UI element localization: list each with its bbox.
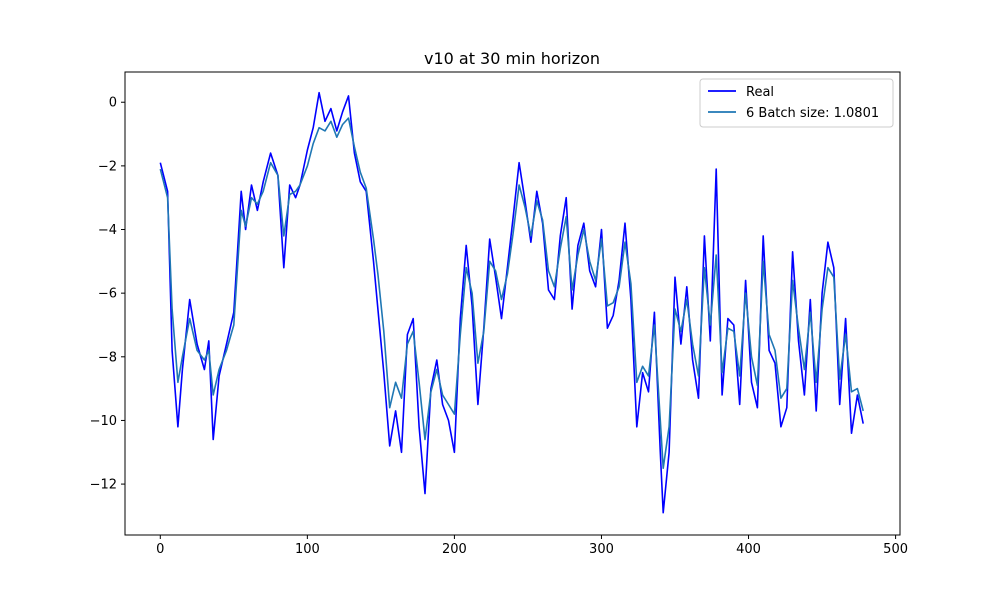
series-line-predicted (159, 117, 864, 470)
y-tick-label: −12 (90, 478, 117, 493)
legend-label-predicted: 6 Batch size: 1.0801 (746, 106, 879, 121)
plot-frame (124, 71, 901, 536)
y-tick-label: 0 (109, 96, 117, 111)
chart-title: v10 at 30 min horizon (424, 49, 600, 68)
series-layer (159, 91, 864, 514)
x-tick-label: 400 (736, 542, 761, 557)
legend: Real 6 Batch size: 1.0801 (699, 78, 894, 128)
x-tick-label: 100 (295, 542, 320, 557)
y-tick-label: −6 (98, 287, 117, 302)
y-axis: 0 −2 −4 −6 −8 −10 −12 (90, 96, 125, 493)
y-tick-label: −4 (98, 223, 117, 238)
y-tick-label: −2 (98, 159, 117, 174)
y-tick-label: −8 (98, 350, 117, 365)
x-tick-label: 500 (883, 542, 908, 557)
legend-label-real: Real (746, 85, 774, 100)
legend-frame (699, 78, 894, 128)
series-line-real (159, 91, 864, 514)
y-tick-label: −10 (90, 414, 117, 429)
x-axis: 0 100 200 300 400 500 (156, 535, 908, 557)
x-tick-label: 200 (442, 542, 467, 557)
x-tick-label: 300 (589, 542, 614, 557)
x-tick-label: 0 (156, 542, 164, 557)
